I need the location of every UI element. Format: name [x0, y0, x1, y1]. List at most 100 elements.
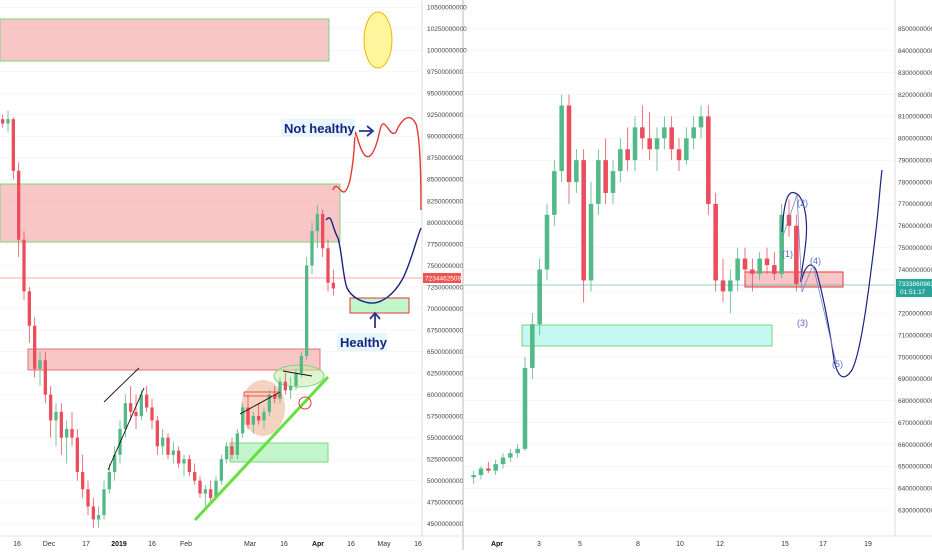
candle-down	[246, 407, 250, 425]
candle-down	[283, 381, 287, 391]
green-highlight	[273, 364, 325, 388]
candle-down	[209, 489, 213, 498]
candle-up	[107, 472, 111, 490]
candle-up	[728, 280, 733, 292]
candle-up	[588, 203, 594, 281]
time-tick-label: 8	[636, 541, 640, 548]
candle-down	[81, 472, 85, 490]
time-tick-label: Mar	[244, 541, 257, 548]
price-tick-label: 7700000000	[898, 201, 932, 208]
trendline-main	[193, 375, 330, 522]
price-tick-label: 7900000000	[898, 157, 932, 164]
candle-down	[581, 160, 586, 281]
candle-down	[750, 269, 755, 274]
price-tick-label: 7500000000	[427, 263, 464, 270]
candle-down	[129, 403, 133, 412]
left-chart-pane[interactable]: Not healthy Healthy 10500000000 102500000…	[0, 0, 467, 548]
price-tick-label: 7500000000	[898, 245, 932, 252]
candle-up	[289, 385, 293, 391]
right-price-axis[interactable]: 8500000000 8400000000 8300000000 8200000000…	[898, 26, 932, 514]
time-tick-label: 16	[347, 541, 355, 548]
price-tick-label: 6750000000	[427, 327, 464, 334]
candle-up	[225, 446, 229, 460]
price-tick-label: 4750000000	[427, 499, 464, 506]
candle-up	[235, 433, 239, 455]
right-time-axis[interactable]: Apr 3 5 8 10 12 15 17 19	[491, 541, 872, 548]
candle-up	[278, 381, 282, 399]
price-tick-label: 6500000000	[427, 349, 464, 356]
price-tick-label: 9000000000	[427, 134, 464, 141]
candle-up	[684, 138, 689, 161]
wave-label-1: (1)	[782, 249, 793, 259]
candle-down	[22, 239, 26, 292]
time-tick-label: 16	[148, 541, 156, 548]
candle-up	[618, 149, 623, 172]
time-tick-label: 19	[864, 541, 872, 548]
projection-healthy	[325, 217, 422, 304]
time-tick-label: 16	[414, 541, 422, 548]
candle-up	[522, 367, 528, 449]
price-tick-label: 7000000000	[898, 354, 932, 361]
time-tick-label: 5	[578, 541, 582, 548]
candle-up	[500, 457, 506, 465]
candle-up	[691, 127, 696, 139]
price-tick-label: 9500000000	[427, 91, 464, 98]
time-tick-label: 12	[716, 541, 724, 548]
candle-up	[610, 171, 616, 193]
arrow-right-icon	[359, 125, 375, 137]
candle-down	[27, 291, 31, 326]
candle-up	[574, 160, 579, 183]
price-tick-label: 6250000000	[427, 370, 464, 377]
current-price-right: 7333860963	[898, 281, 932, 288]
candle-down	[706, 116, 711, 204]
price-tick-label: 6700000000	[898, 420, 932, 427]
time-tick-label: May	[377, 541, 391, 548]
time-tick-label: 15	[781, 541, 789, 548]
time-tick-label: 17	[819, 541, 827, 548]
candle-up	[241, 407, 245, 434]
candle-up	[214, 480, 218, 498]
price-tick-label: 8300000000	[898, 70, 932, 77]
left-time-axis[interactable]: 16 Dec 17 2019 16 Feb Mar 16 Apr 16 May 16	[13, 541, 422, 548]
wave-label-5: (5)	[832, 359, 843, 369]
price-tick-label: 6900000000	[898, 376, 932, 383]
wave-connector-2	[796, 194, 803, 293]
candle-down	[713, 203, 718, 281]
price-tick-label: 6600000000	[898, 442, 932, 449]
candle-up	[559, 105, 564, 172]
price-tick-label: 9750000000	[427, 69, 464, 76]
time-tick-label: 10	[676, 541, 684, 548]
time-tick-label: 17	[82, 541, 90, 548]
candle-down	[134, 411, 138, 417]
right-grid	[464, 28, 895, 511]
candle-down	[155, 420, 159, 447]
candle-down	[603, 160, 608, 193]
price-tick-label: 9250000000	[427, 112, 464, 119]
price-tick-label: 7600000000	[898, 223, 932, 230]
time-tick-label: 2019	[111, 541, 127, 548]
candle-down	[786, 214, 792, 226]
right-chart-pane[interactable]: (1) (2) (3) (4) (5) 8500000000 8400000000…	[464, 0, 932, 548]
price-tick-label: 7250000000	[427, 284, 464, 291]
time-tick-label: Dec	[43, 541, 56, 548]
wave-connector-3	[801, 264, 814, 293]
small-trend-d	[282, 370, 313, 377]
candle-down	[75, 437, 79, 473]
small-trend-b	[107, 387, 145, 471]
price-tick-label: 10000000000	[427, 48, 467, 55]
candle-up	[515, 448, 520, 454]
candle-down	[17, 170, 21, 240]
left-price-axis[interactable]: 10500000000 10250000000 10000000000 9750000…	[427, 5, 467, 528]
candle-up	[262, 411, 266, 421]
candle-down	[49, 394, 53, 421]
candle-up	[54, 411, 58, 421]
candle-down	[326, 248, 330, 283]
candle-up	[698, 116, 704, 128]
wave-connector-4	[812, 264, 837, 363]
candle-down	[166, 437, 170, 455]
candle-up	[294, 373, 298, 386]
candle-up	[471, 475, 476, 478]
price-tick-label: 8500000000	[427, 177, 464, 184]
time-tick-label: 3	[537, 541, 541, 548]
